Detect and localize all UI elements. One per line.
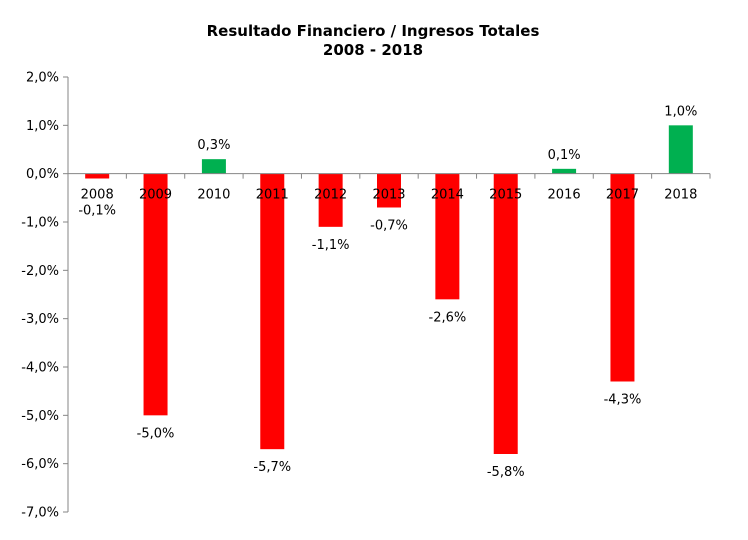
bar: [201, 159, 226, 174]
bar: [493, 173, 518, 454]
data-label: -0,7%: [370, 219, 408, 234]
data-label: 0,3%: [197, 138, 230, 153]
x-tick-label: 2015: [489, 188, 522, 203]
bar: [435, 173, 460, 300]
y-tick-label: -1,0%: [21, 216, 59, 231]
y-tick-label: -2,0%: [21, 264, 59, 279]
x-tick-label: 2016: [548, 188, 581, 203]
data-label: 1,0%: [664, 104, 697, 119]
data-labels: -0,1% -5,0% 0,3% -5,7% -1,1% -0,7% -2,6% -5,8% 0…: [78, 104, 697, 480]
bar: [260, 173, 285, 450]
bar: [143, 173, 168, 416]
x-tick-label: 2012: [314, 188, 347, 203]
y-tick-label: -7,0%: [21, 506, 59, 521]
y-tick-label: 2,0%: [26, 71, 59, 86]
bar: [85, 173, 110, 179]
y-tick-label: -5,0%: [21, 409, 59, 424]
x-tick-label: 2013: [372, 188, 405, 203]
chart-subtitle: 2008 - 2018: [323, 41, 423, 59]
x-tick-label: 2010: [197, 188, 230, 203]
bar: [318, 173, 343, 227]
data-label: -4,3%: [604, 393, 642, 408]
y-axis: 2,0% 1,0% 0,0% -1,0% -2,0% -3,0% -4,0% -5,0% -6,…: [21, 71, 69, 521]
data-label: -2,6%: [429, 310, 467, 325]
y-tick-label: 1,0%: [26, 119, 59, 134]
bar: [552, 168, 577, 174]
bar: [377, 173, 401, 208]
data-label: 0,1%: [548, 148, 581, 163]
x-tick-label: 2014: [431, 188, 464, 203]
y-tick-label: -6,0%: [21, 457, 59, 472]
bars: [85, 125, 693, 454]
data-label: -5,7%: [253, 460, 291, 475]
data-label: -1,1%: [312, 238, 350, 253]
x-tick-label: 2009: [139, 188, 172, 203]
bar: [668, 125, 693, 174]
x-axis: 2008 2009 2010 2011 2012 2013 2014 2015 2016 2017…: [67, 173, 711, 203]
data-label: -5,0%: [137, 426, 175, 441]
x-tick-label: 2017: [606, 188, 639, 203]
data-label: -5,8%: [487, 465, 525, 480]
y-tick-label: 0,0%: [26, 167, 59, 182]
bar: [610, 173, 635, 382]
chart-title: Resultado Financiero / Ingresos Totales: [207, 22, 540, 40]
x-tick-label: 2011: [256, 188, 289, 203]
x-tick-label: 2018: [664, 188, 697, 203]
y-tick-label: -4,0%: [21, 361, 59, 376]
data-label: -0,1%: [78, 204, 116, 219]
x-tick-label: 2008: [81, 188, 114, 203]
y-tick-label: -3,0%: [21, 312, 59, 327]
